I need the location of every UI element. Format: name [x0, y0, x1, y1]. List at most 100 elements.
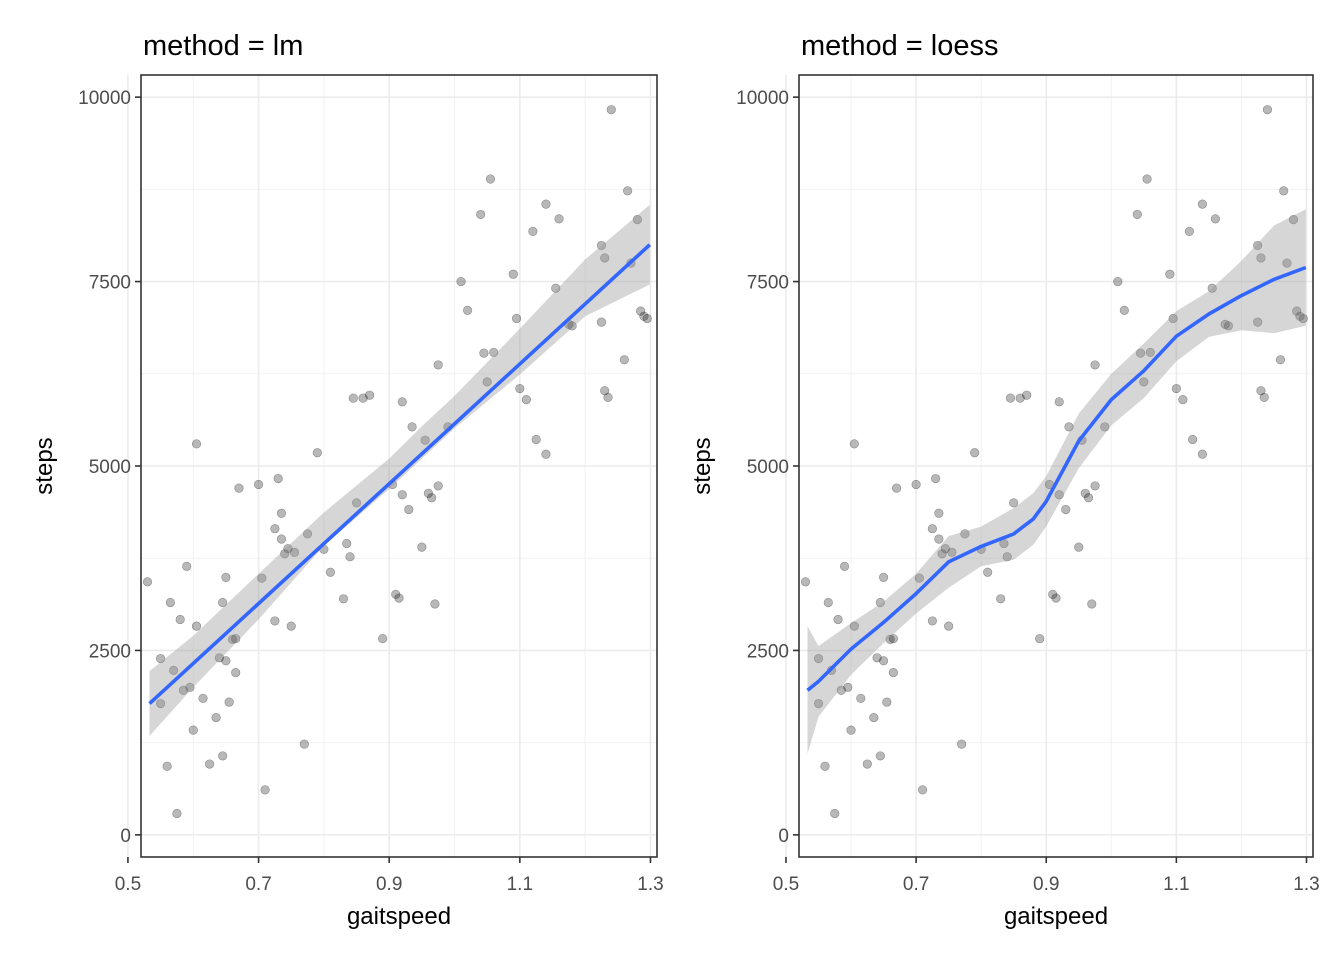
data-point — [423, 488, 433, 498]
data-point — [283, 544, 293, 554]
x-tick-label: 0.9 — [1033, 874, 1059, 895]
data-point — [600, 253, 610, 263]
data-point — [270, 524, 280, 534]
y-tick-label: 2500 — [747, 641, 789, 662]
data-point — [276, 534, 287, 544]
x-tick-label: 1.1 — [1163, 874, 1189, 895]
data-point — [1298, 313, 1308, 324]
data-point — [1090, 360, 1100, 370]
data-point — [541, 449, 551, 459]
data-point — [931, 473, 941, 484]
data-point — [348, 393, 358, 403]
y-tick-label: 7500 — [747, 273, 789, 294]
data-point — [888, 667, 898, 678]
data-point — [862, 759, 872, 769]
data-point — [1087, 599, 1097, 609]
data-point — [142, 577, 153, 587]
data-point — [312, 448, 322, 458]
data-point — [1009, 498, 1019, 508]
data-point — [878, 572, 889, 582]
data-point — [351, 498, 362, 508]
data-point — [407, 422, 417, 432]
data-point — [345, 552, 355, 562]
data-point — [1262, 105, 1273, 115]
data-point — [927, 616, 937, 626]
data-point — [489, 347, 499, 357]
data-point — [947, 547, 957, 557]
y-tick-label: 10000 — [736, 88, 789, 109]
data-point — [276, 508, 287, 518]
data-point — [1288, 214, 1299, 225]
confidence-band — [149, 204, 650, 737]
data-point — [600, 386, 610, 396]
data-point — [204, 759, 215, 769]
data-point — [178, 685, 189, 695]
data-point — [1295, 311, 1305, 321]
data-point — [342, 538, 352, 549]
data-point — [833, 614, 843, 625]
y-tick-label: 2500 — [89, 641, 131, 662]
data-point — [820, 761, 830, 771]
data-point — [1022, 390, 1032, 400]
data-point — [1253, 317, 1263, 327]
data-point — [1210, 214, 1221, 224]
data-point — [198, 693, 208, 703]
data-point — [430, 599, 440, 609]
data-point — [218, 597, 228, 608]
data-point — [397, 490, 407, 500]
data-point — [182, 561, 192, 571]
data-point — [856, 693, 866, 703]
data-point — [642, 313, 652, 324]
data-point — [1165, 269, 1175, 279]
data-point — [970, 448, 980, 458]
data-point — [1223, 321, 1234, 331]
data-point — [338, 594, 349, 604]
data-point — [1135, 348, 1146, 358]
data-point — [365, 390, 375, 400]
data-point — [1275, 355, 1286, 365]
data-point — [639, 311, 649, 321]
data-point — [433, 360, 443, 370]
data-point — [1054, 490, 1064, 500]
data-point — [800, 577, 811, 587]
data-point — [554, 214, 564, 224]
y-axis-label: steps — [689, 437, 716, 494]
data-point — [888, 634, 898, 644]
data-point — [937, 549, 947, 559]
data-point — [417, 542, 427, 552]
data-point — [623, 186, 633, 196]
data-point — [378, 634, 388, 644]
data-point — [1064, 422, 1074, 432]
data-point — [433, 481, 443, 491]
data-point — [162, 761, 172, 771]
data-point — [1142, 174, 1152, 184]
x-tick-label: 0.5 — [115, 874, 141, 895]
y-axis-label: steps — [31, 437, 58, 494]
data-point — [1074, 542, 1084, 552]
data-point — [1002, 552, 1012, 562]
data-point — [221, 656, 231, 666]
data-point — [420, 435, 430, 445]
data-point — [280, 549, 290, 559]
data-point — [849, 439, 859, 449]
data-point — [234, 483, 244, 493]
data-point — [155, 653, 166, 664]
x-tick-label: 0.7 — [245, 874, 271, 895]
data-point — [1207, 283, 1217, 293]
data-point — [596, 317, 607, 327]
data-point — [191, 439, 202, 449]
data-point — [846, 725, 856, 735]
data-point — [169, 665, 179, 675]
data-point — [869, 712, 879, 723]
y-tick-label: 5000 — [89, 457, 131, 478]
data-point — [482, 377, 492, 387]
data-point — [191, 621, 202, 631]
data-point — [839, 561, 850, 571]
data-point — [1061, 504, 1071, 515]
data-point — [996, 594, 1006, 604]
data-point — [172, 808, 182, 819]
x-tick-label: 0.5 — [773, 874, 799, 895]
data-point — [299, 739, 309, 749]
x-tick-label: 0.9 — [376, 874, 402, 895]
